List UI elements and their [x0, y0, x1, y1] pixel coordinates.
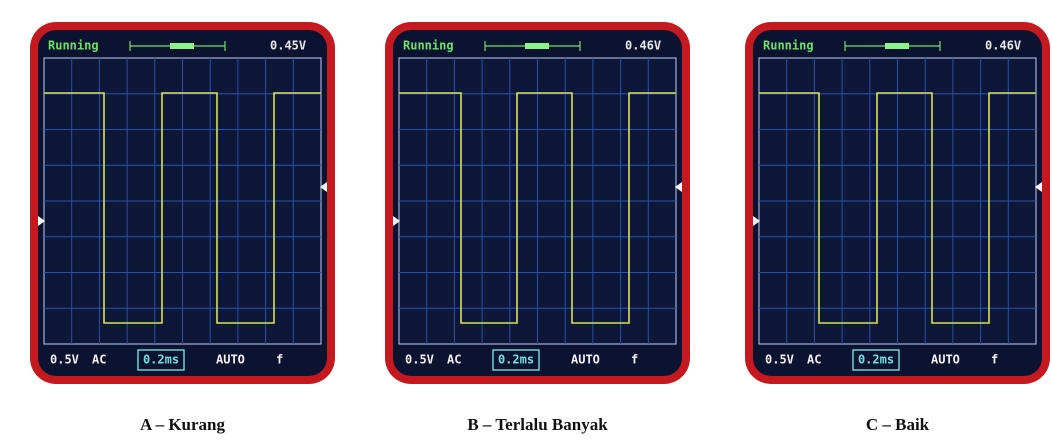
trigger-edge: f: [276, 353, 283, 367]
voltage: 0.45V: [270, 39, 306, 53]
status: Running: [403, 39, 454, 53]
status: Running: [48, 39, 99, 53]
coupling: AC: [807, 353, 821, 367]
volts-div: 0.5V: [765, 353, 794, 367]
slider-thumb: [170, 43, 194, 49]
voltage: 0.46V: [985, 39, 1021, 53]
scope-panel: Running 0.46V 0.5V AC 0.2ms AUTO f: [385, 22, 690, 384]
figure: Running 0.45V 0.5V AC 0.2ms AUTO f A – Kurang Ru…: [0, 0, 1052, 441]
volts-div: 0.5V: [50, 353, 79, 367]
volts-div: 0.5V: [405, 353, 434, 367]
timebase: 0.2ms: [858, 353, 894, 367]
caption: A – Kurang: [140, 415, 226, 434]
caption: C – Baik: [866, 415, 930, 434]
trigger-mode: AUTO: [571, 353, 600, 367]
scope-panel: Running 0.45V 0.5V AC 0.2ms AUTO f: [30, 22, 335, 384]
coupling: AC: [92, 353, 106, 367]
slider-thumb: [885, 43, 909, 49]
trigger-mode: AUTO: [216, 353, 245, 367]
timebase: 0.2ms: [143, 353, 179, 367]
timebase: 0.2ms: [498, 353, 534, 367]
slider-thumb: [525, 43, 549, 49]
coupling: AC: [447, 353, 461, 367]
scope-panel: Running 0.46V 0.5V AC 0.2ms AUTO f: [745, 22, 1050, 384]
voltage: 0.46V: [625, 39, 661, 53]
trigger-edge: f: [631, 353, 638, 367]
caption: B – Terlalu Banyak: [467, 415, 608, 434]
status: Running: [763, 39, 814, 53]
trigger-mode: AUTO: [931, 353, 960, 367]
trigger-edge: f: [991, 353, 998, 367]
